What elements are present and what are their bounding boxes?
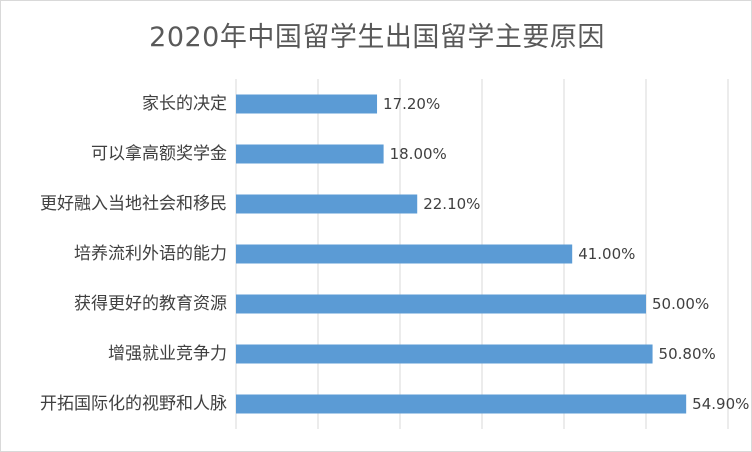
bar [236, 194, 418, 214]
bar [236, 394, 687, 414]
bar [236, 144, 384, 164]
data-label: 18.00% [390, 145, 447, 163]
category-label: 更好融入当地社会和移民 [40, 194, 227, 214]
data-label: 17.20% [383, 95, 440, 113]
data-label: 41.00% [578, 245, 635, 263]
bar [236, 244, 573, 264]
data-label: 22.10% [423, 195, 480, 213]
category-label: 增强就业竞争力 [108, 344, 227, 364]
data-label: 50.80% [659, 345, 716, 363]
category-label: 获得更好的教育资源 [74, 294, 227, 314]
category-label: 开拓国际化的视野和人脉 [40, 394, 227, 414]
bar [236, 344, 653, 364]
data-label: 50.00% [652, 295, 709, 313]
category-label: 可以拿高额奖学金 [91, 143, 227, 164]
category-label: 家长的决定 [142, 94, 227, 114]
data-label: 54.90% [692, 395, 749, 413]
category-label: 培养流利外语的能力 [74, 244, 227, 264]
bar [236, 294, 646, 314]
chart-title: 2020年中国留学生出国留学主要原因 [149, 22, 605, 53]
bar [236, 94, 378, 114]
